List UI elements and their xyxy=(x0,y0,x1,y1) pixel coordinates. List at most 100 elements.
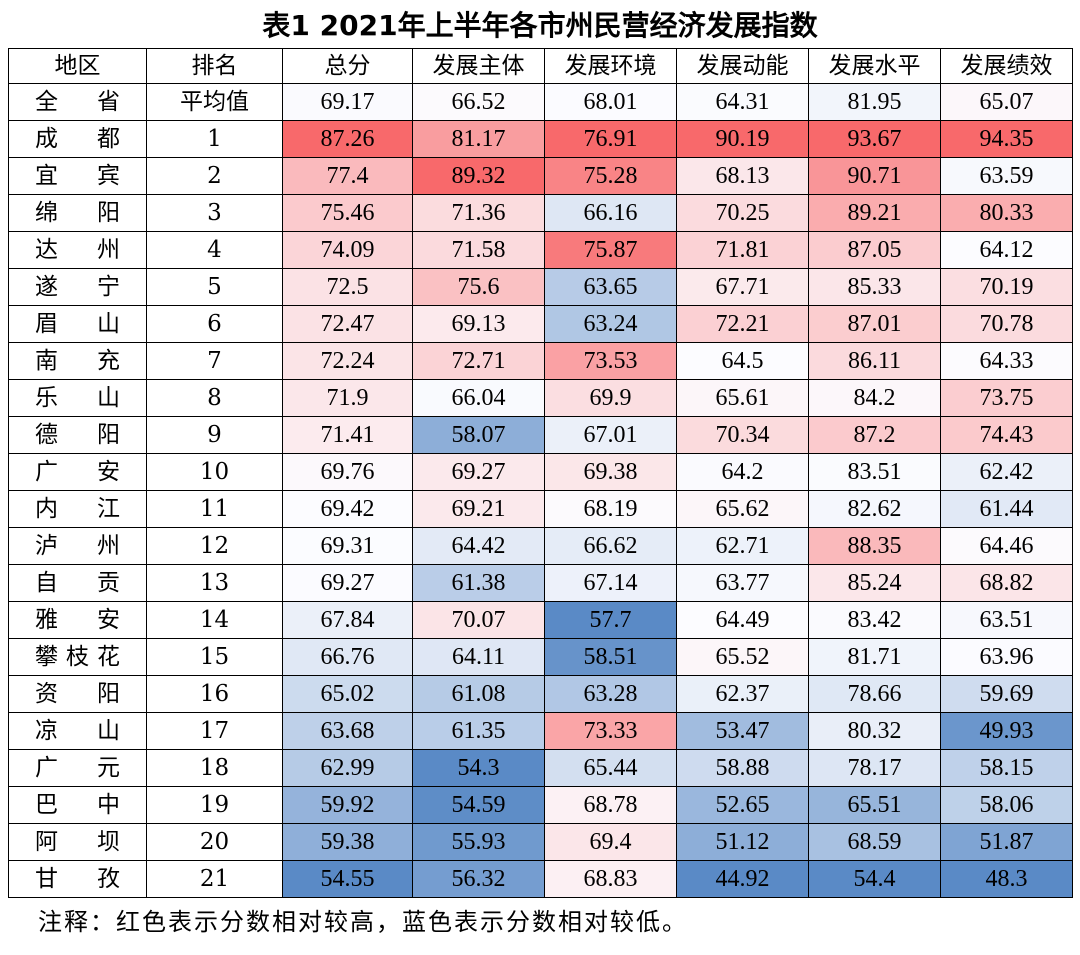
environment-score-cell: 75.28 xyxy=(544,157,677,195)
table-row: 阿坝 20 59.38 55.93 69.4 51.12 68.59 51.87 xyxy=(8,823,1073,861)
momentum-score-cell: 65.52 xyxy=(676,638,809,676)
entity-score-cell: 54.59 xyxy=(412,786,545,824)
level-score-cell: 81.71 xyxy=(808,638,941,676)
performance-score-cell: 58.15 xyxy=(940,749,1073,787)
column-header-region: 地区 xyxy=(8,48,147,84)
level-score-cell: 88.35 xyxy=(808,527,941,565)
entity-score-cell: 70.07 xyxy=(412,601,545,639)
momentum-score-cell: 70.34 xyxy=(676,416,809,454)
total-score-cell: 59.38 xyxy=(282,823,413,861)
table-row: 德阳 9 71.41 58.07 67.01 70.34 87.2 74.43 xyxy=(8,416,1073,454)
momentum-score-cell: 90.19 xyxy=(676,120,809,158)
environment-score-cell: 63.24 xyxy=(544,305,677,343)
environment-score-cell: 75.87 xyxy=(544,231,677,269)
region-cell: 遂宁 xyxy=(8,268,147,306)
momentum-score-cell: 67.71 xyxy=(676,268,809,306)
table-row: 巴中 19 59.92 54.59 68.78 52.65 65.51 58.06 xyxy=(8,786,1073,824)
region-cell: 阿坝 xyxy=(8,823,147,861)
table-row: 广安 10 69.76 69.27 69.38 64.2 83.51 62.42 xyxy=(8,453,1073,491)
performance-score-cell: 51.87 xyxy=(940,823,1073,861)
entity-score-cell: 75.6 xyxy=(412,268,545,306)
environment-score-cell: 68.83 xyxy=(544,860,677,898)
column-header-momentum: 发展动能 xyxy=(676,48,809,84)
performance-score-cell: 63.51 xyxy=(940,601,1073,639)
total-score-cell: 69.76 xyxy=(282,453,413,491)
rank-cell: 14 xyxy=(146,601,283,639)
entity-score-cell: 89.32 xyxy=(412,157,545,195)
entity-score-cell: 66.04 xyxy=(412,379,545,417)
region-cell: 巴中 xyxy=(8,786,147,824)
table-title: 表1 2021年上半年各市州民营经济发展指数 xyxy=(262,9,818,42)
total-score-cell: 69.31 xyxy=(282,527,413,565)
total-score-cell: 72.24 xyxy=(282,342,413,380)
performance-score-cell: 64.12 xyxy=(940,231,1073,269)
performance-score-cell: 70.78 xyxy=(940,305,1073,343)
rank-cell: 平均值 xyxy=(146,83,283,121)
region-cell: 内江 xyxy=(8,490,147,528)
level-score-cell: 93.67 xyxy=(808,120,941,158)
entity-score-cell: 54.3 xyxy=(412,749,545,787)
total-score-cell: 77.4 xyxy=(282,157,413,195)
table-row: 遂宁 5 72.5 75.6 63.65 67.71 85.33 70.19 xyxy=(8,268,1073,306)
entity-score-cell: 56.32 xyxy=(412,860,545,898)
entity-score-cell: 69.13 xyxy=(412,305,545,343)
momentum-score-cell: 64.5 xyxy=(676,342,809,380)
momentum-score-cell: 64.2 xyxy=(676,453,809,491)
level-score-cell: 86.11 xyxy=(808,342,941,380)
environment-score-cell: 69.4 xyxy=(544,823,677,861)
environment-score-cell: 58.51 xyxy=(544,638,677,676)
entity-score-cell: 64.11 xyxy=(412,638,545,676)
momentum-score-cell: 62.71 xyxy=(676,527,809,565)
environment-score-cell: 65.44 xyxy=(544,749,677,787)
environment-score-cell: 73.53 xyxy=(544,342,677,380)
momentum-score-cell: 51.12 xyxy=(676,823,809,861)
rank-cell: 10 xyxy=(146,453,283,491)
rank-cell: 6 xyxy=(146,305,283,343)
total-score-cell: 71.41 xyxy=(282,416,413,454)
environment-score-cell: 66.62 xyxy=(544,527,677,565)
momentum-score-cell: 62.37 xyxy=(676,675,809,713)
region-cell: 成都 xyxy=(8,120,147,158)
environment-score-cell: 69.9 xyxy=(544,379,677,417)
table-row: 凉山 17 63.68 61.35 73.33 53.47 80.32 49.93 xyxy=(8,712,1073,750)
performance-score-cell: 61.44 xyxy=(940,490,1073,528)
table-row: 广元 18 62.99 54.3 65.44 58.88 78.17 58.15 xyxy=(8,749,1073,787)
rank-cell: 3 xyxy=(146,194,283,232)
momentum-score-cell: 63.77 xyxy=(676,564,809,602)
performance-score-cell: 49.93 xyxy=(940,712,1073,750)
environment-score-cell: 68.78 xyxy=(544,786,677,824)
momentum-score-cell: 53.47 xyxy=(676,712,809,750)
total-score-cell: 69.17 xyxy=(282,83,413,121)
header-row: 地区 排名 总分 发展主体 发展环境 发展动能 发展水平 发展绩效 xyxy=(8,48,1073,84)
environment-score-cell: 69.38 xyxy=(544,453,677,491)
region-cell: 眉山 xyxy=(8,305,147,343)
column-header-level: 发展水平 xyxy=(808,48,941,84)
table-row: 全省 平均值 69.17 66.52 68.01 64.31 81.95 65.07 xyxy=(8,83,1073,121)
region-cell: 雅安 xyxy=(8,601,147,639)
performance-score-cell: 70.19 xyxy=(940,268,1073,306)
performance-score-cell: 74.43 xyxy=(940,416,1073,454)
momentum-score-cell: 71.81 xyxy=(676,231,809,269)
rank-cell: 12 xyxy=(146,527,283,565)
entity-score-cell: 61.08 xyxy=(412,675,545,713)
region-cell: 广元 xyxy=(8,749,147,787)
total-score-cell: 62.99 xyxy=(282,749,413,787)
total-score-cell: 72.5 xyxy=(282,268,413,306)
footnote: 注释：红色表示分数相对较高，蓝色表示分数相对较低。 xyxy=(38,908,688,936)
rank-cell: 7 xyxy=(146,342,283,380)
entity-score-cell: 66.52 xyxy=(412,83,545,121)
region-cell: 资阳 xyxy=(8,675,147,713)
level-score-cell: 90.71 xyxy=(808,157,941,195)
momentum-score-cell: 64.31 xyxy=(676,83,809,121)
total-score-cell: 75.46 xyxy=(282,194,413,232)
performance-score-cell: 48.3 xyxy=(940,860,1073,898)
table-row: 成都 1 87.26 81.17 76.91 90.19 93.67 94.35 xyxy=(8,120,1073,158)
rank-cell: 15 xyxy=(146,638,283,676)
level-score-cell: 85.24 xyxy=(808,564,941,602)
performance-score-cell: 65.07 xyxy=(940,83,1073,121)
rank-cell: 11 xyxy=(146,490,283,528)
table-row: 甘孜 21 54.55 56.32 68.83 44.92 54.4 48.3 xyxy=(8,860,1073,898)
total-score-cell: 72.47 xyxy=(282,305,413,343)
entity-score-cell: 72.71 xyxy=(412,342,545,380)
performance-score-cell: 68.82 xyxy=(940,564,1073,602)
